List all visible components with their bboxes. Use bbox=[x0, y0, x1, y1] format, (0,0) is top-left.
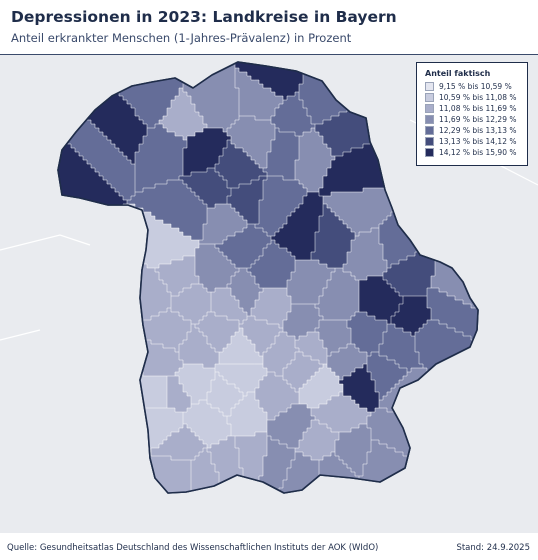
legend-item: 14,12 % bis 15,90 % bbox=[425, 147, 527, 158]
legend-label: 10,59 % bis 11,08 % bbox=[439, 93, 517, 102]
legend-item: 9,15 % bis 10,59 % bbox=[425, 81, 527, 92]
footer: Quelle: Gesundheitsatlas Deutschland des… bbox=[0, 533, 538, 560]
legend-title: Anteil faktisch bbox=[425, 69, 491, 78]
legend-label: 14,12 % bis 15,90 % bbox=[439, 148, 517, 157]
legend-swatch bbox=[425, 82, 434, 91]
source-note: Quelle: Gesundheitsatlas Deutschland des… bbox=[7, 543, 379, 553]
bavaria-map[interactable] bbox=[0, 55, 538, 533]
legend-item: 11,69 % bis 12,29 % bbox=[425, 114, 527, 125]
bavaria-outline-top bbox=[57, 61, 479, 494]
legend-item: 10,59 % bis 11,08 % bbox=[425, 92, 527, 103]
legend-swatch bbox=[425, 93, 434, 102]
page-title: Depressionen in 2023: Landkreise in Baye… bbox=[11, 8, 397, 26]
date-note: Stand: 24.9.2025 bbox=[456, 543, 530, 553]
legend-swatch bbox=[425, 115, 434, 124]
legend-item: 13,13 % bis 14,12 % bbox=[425, 136, 527, 147]
legend-label: 12,29 % bis 13,13 % bbox=[439, 126, 517, 135]
legend-swatch bbox=[425, 137, 434, 146]
legend-swatch bbox=[425, 104, 434, 113]
page-subtitle: Anteil erkrankter Menschen (1-Jahres-Prä… bbox=[11, 31, 352, 45]
header: Depressionen in 2023: Landkreise in Baye… bbox=[0, 0, 538, 55]
legend-item: 11,08 % bis 11,69 % bbox=[425, 103, 527, 114]
legend-item: 12,29 % bis 13,13 % bbox=[425, 125, 527, 136]
legend-label: 9,15 % bis 10,59 % bbox=[439, 82, 512, 91]
legend-label: 11,08 % bis 11,69 % bbox=[439, 104, 517, 113]
legend-label: 11,69 % bis 12,29 % bbox=[439, 115, 517, 124]
legend-label: 13,13 % bis 14,12 % bbox=[439, 137, 517, 146]
legend-swatch bbox=[425, 148, 434, 157]
legend-swatch bbox=[425, 126, 434, 135]
legend: Anteil faktisch 9,15 % bis 10,59 % 10,59… bbox=[416, 62, 528, 166]
